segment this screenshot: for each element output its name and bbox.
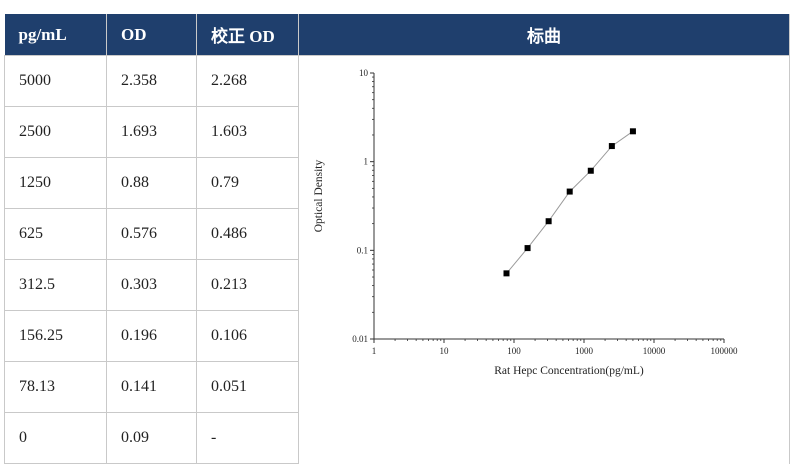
- x-tick-label: 100: [507, 346, 521, 356]
- cell-od: 0.09: [106, 412, 197, 464]
- header-od: OD: [106, 14, 197, 56]
- x-tick-label: 1000: [575, 346, 594, 356]
- cell-od: 0.303: [106, 259, 197, 311]
- x-tick-label: 10000: [643, 346, 666, 356]
- cell-corrected-od: 0.486: [196, 208, 299, 260]
- cell-concentration: 5000: [4, 55, 107, 107]
- x-axis-label: Rat Hepc Concentration(pg/mL): [494, 365, 644, 377]
- cell-corrected-od: 0.106: [196, 310, 299, 362]
- table-row: 0 0.09 -: [4, 412, 790, 464]
- data-point: [545, 218, 552, 225]
- x-tick-label: 100000: [711, 346, 739, 356]
- series-line: [506, 130, 634, 274]
- data-point: [566, 188, 573, 195]
- y-tick-label: 0.1: [357, 245, 368, 255]
- data-point: [503, 270, 510, 277]
- cell-od: 0.141: [106, 361, 197, 413]
- y-tick-label: 0.01: [352, 334, 368, 344]
- data-point: [524, 245, 531, 252]
- cell-concentration: 312.5: [4, 259, 107, 311]
- table-header-row: pg/mL OD 校正 OD 标曲: [4, 14, 790, 56]
- table-row: 156.25 0.196 0.106: [4, 310, 790, 362]
- cell-od: 0.196: [106, 310, 197, 362]
- cell-corrected-od: 0.213: [196, 259, 299, 311]
- standard-curve-chart: 1 10 100 1000 10000 100000 0.01 0.1 1 10 Rat Hepc …: [313, 68, 739, 377]
- cell-concentration: 0: [4, 412, 107, 464]
- header-corrected-od: 校正 OD: [196, 14, 299, 56]
- y-tick-label: 1: [364, 157, 369, 167]
- y-axis-label: Optical Density: [313, 160, 325, 233]
- cell-concentration: 156.25: [4, 310, 107, 362]
- cell-od: 1.693: [106, 106, 197, 158]
- cell-corrected-od: 0.051: [196, 361, 299, 413]
- cell-corrected-od: 1.603: [196, 106, 299, 158]
- cell-concentration: 625: [4, 208, 107, 260]
- cell-od: 0.88: [106, 157, 197, 209]
- data-point: [587, 167, 594, 174]
- table-row: 625 0.576 0.486: [4, 208, 790, 260]
- data-point: [608, 143, 615, 150]
- cell-concentration: 78.13: [4, 361, 107, 413]
- x-tick-label: 10: [440, 346, 450, 356]
- cell-concentration: 1250: [4, 157, 107, 209]
- table-row: 78.13 0.141 0.051: [4, 361, 790, 413]
- table-row: 2500 1.693 1.603: [4, 106, 790, 158]
- chart-cell: 1 10 100 1000 10000 100000 0.01 0.1 1 10 Rat Hepc …: [298, 55, 790, 464]
- cropped-caption: [0, 0, 795, 14]
- table-row: 312.5 0.303 0.213: [4, 259, 790, 311]
- header-concentration: pg/mL: [4, 14, 107, 56]
- cell-corrected-od: 2.268: [196, 55, 299, 107]
- standard-curve-table: pg/mL OD 校正 OD 标曲 5000 2.358 2.268 1 10 10…: [4, 14, 790, 464]
- cell-od: 0.576: [106, 208, 197, 260]
- x-tick-label: 1: [372, 346, 377, 356]
- cell-corrected-od: 0.79: [196, 157, 299, 209]
- data-point: [629, 128, 636, 135]
- cell-od: 2.358: [106, 55, 197, 107]
- cell-corrected-od: -: [196, 412, 299, 464]
- cell-concentration: 2500: [4, 106, 107, 158]
- header-standard-curve: 标曲: [298, 14, 790, 56]
- table-row: 5000 2.358 2.268 1 10 100 1000 10000 100000 0.…: [4, 55, 790, 464]
- y-tick-label: 10: [359, 68, 369, 78]
